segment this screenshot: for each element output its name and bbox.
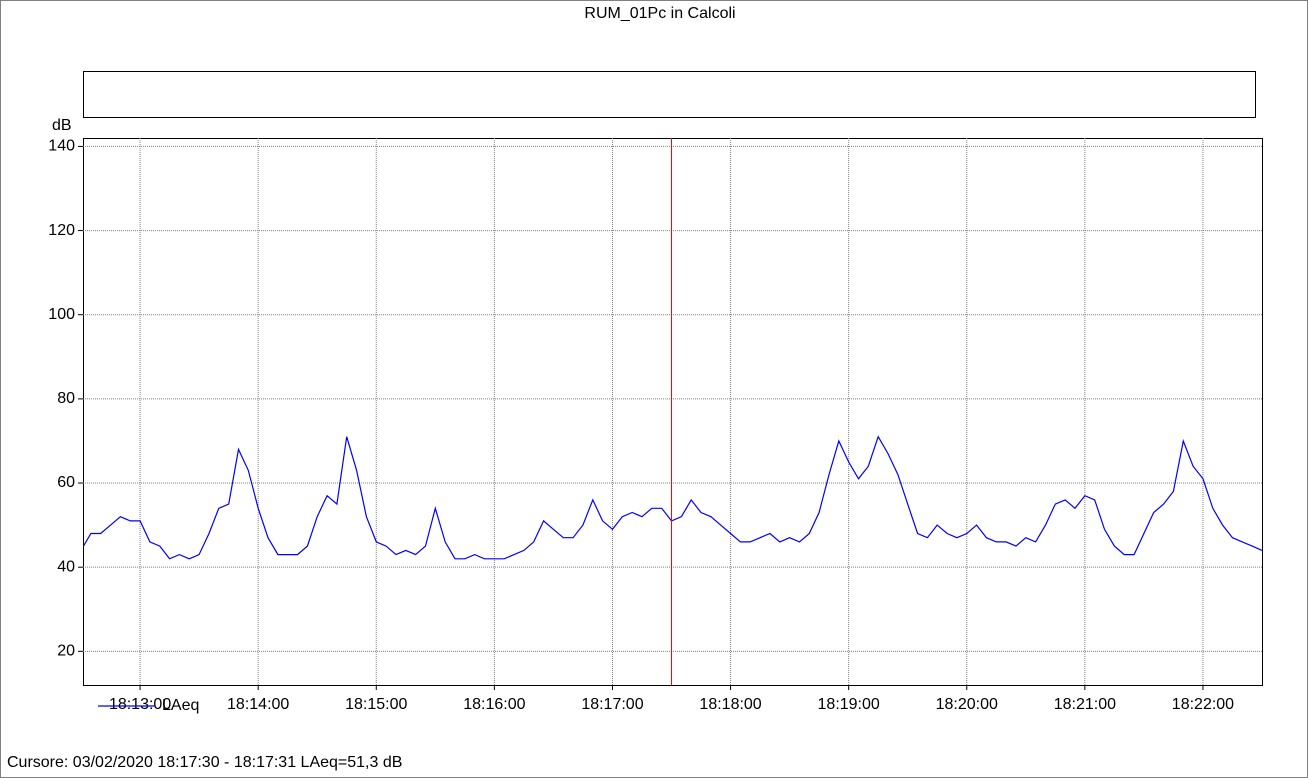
chart-title: RUM_01Pc in Calcoli bbox=[584, 5, 735, 22]
x-tick-label: 18:19:00 bbox=[818, 696, 880, 713]
x-tick-label: 18:20:00 bbox=[936, 696, 998, 713]
x-tick-label: 18:21:00 bbox=[1054, 696, 1116, 713]
y-tick-label: 20 bbox=[57, 643, 75, 660]
y-tick-label: 140 bbox=[48, 138, 75, 155]
y-tick-label: 100 bbox=[48, 306, 75, 323]
x-tick-label: 18:14:00 bbox=[227, 696, 289, 713]
y-tick-label: 80 bbox=[57, 390, 75, 407]
legend-label: LAeq bbox=[162, 697, 199, 714]
y-tick-label: 40 bbox=[57, 558, 75, 575]
y-tick-label: 120 bbox=[48, 222, 75, 239]
plot-area bbox=[83, 138, 1263, 686]
x-tick-label: 18:17:00 bbox=[581, 696, 643, 713]
x-tick-label: 18:13:00 bbox=[109, 696, 171, 713]
y-axis-label: dB bbox=[52, 117, 72, 134]
cursor-readout: Cursore: 03/02/2020 18:17:30 - 18:17:31 … bbox=[7, 754, 402, 771]
x-tick-label: 18:22:00 bbox=[1172, 696, 1234, 713]
x-tick-label: 18:16:00 bbox=[463, 696, 525, 713]
x-tick-label: 18:15:00 bbox=[345, 696, 407, 713]
legend-box bbox=[83, 71, 1256, 118]
y-tick-label: 60 bbox=[57, 474, 75, 491]
x-tick-label: 18:18:00 bbox=[699, 696, 761, 713]
